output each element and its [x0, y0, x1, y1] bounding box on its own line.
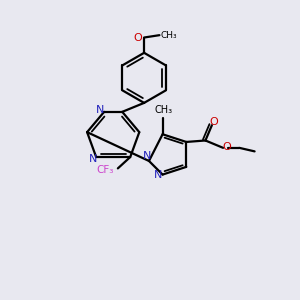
- Text: CF₃: CF₃: [96, 165, 113, 175]
- Text: O: O: [210, 117, 218, 127]
- Text: O: O: [133, 32, 142, 43]
- Text: CH₃: CH₃: [161, 31, 178, 40]
- Text: N: N: [154, 169, 162, 180]
- Text: CH₃: CH₃: [154, 104, 172, 115]
- Text: N: N: [95, 105, 104, 116]
- Text: N: N: [88, 154, 97, 164]
- Text: N: N: [143, 151, 152, 161]
- Text: O: O: [223, 142, 231, 152]
